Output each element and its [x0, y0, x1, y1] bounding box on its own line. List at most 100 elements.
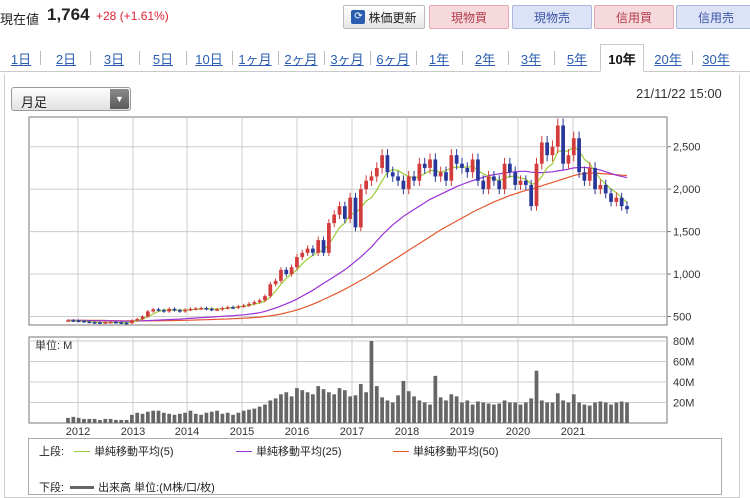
candle-body [561, 125, 565, 164]
volume-bar [161, 412, 166, 423]
candle-body [188, 308, 193, 311]
cash-sell-button[interactable]: 現物売 [512, 5, 592, 29]
tab-20y[interactable]: 20年 [654, 51, 682, 67]
volume-bar [263, 404, 267, 423]
candle-body [577, 138, 581, 173]
candle-body [257, 300, 262, 303]
volume-bar [582, 404, 587, 423]
tab-5y[interactable]: 5年 [566, 51, 588, 67]
volume-unit-label: 単位: M [35, 338, 72, 352]
candle [518, 175, 523, 191]
volume-tick-label: 60M [673, 357, 694, 369]
candle [172, 307, 177, 312]
candle-body [508, 163, 512, 173]
tab-3y[interactable]: 3年 [520, 51, 542, 67]
candle-body [481, 180, 486, 190]
tab-3m[interactable]: 3ヶ月 [330, 51, 364, 67]
candle [396, 170, 400, 187]
candle-body [401, 180, 406, 190]
volume-bar [215, 410, 219, 423]
x-tick-label: 2015 [230, 426, 254, 438]
candle [380, 149, 384, 174]
refresh-price-label: 株価更新 [368, 10, 417, 25]
volume-bar [380, 397, 384, 423]
volume-bar [502, 400, 507, 423]
candle-body [103, 322, 108, 324]
volume-bar [300, 390, 305, 423]
volume-bar [177, 413, 182, 423]
tab-2y[interactable]: 2年 [474, 51, 496, 67]
price-panel-frame [28, 116, 668, 326]
candle-body [236, 306, 241, 308]
volume-bar [396, 395, 400, 423]
candle-body [295, 257, 299, 268]
candle [619, 192, 624, 211]
candle [71, 319, 76, 322]
volume-bar [220, 413, 225, 423]
volume-bar [140, 413, 145, 423]
volume-bar [481, 402, 486, 423]
candle-body [396, 176, 400, 181]
tab-1m[interactable]: 1ヶ月 [238, 51, 272, 67]
period-select[interactable]: 月足 ▼ [11, 87, 131, 111]
margin-sell-button[interactable]: 信用売 [676, 5, 750, 29]
candle-body [215, 309, 219, 311]
volume-bar [460, 402, 464, 423]
volume-bar [348, 396, 353, 423]
volume-bar [103, 418, 108, 423]
candle-body [284, 269, 289, 275]
candle-body [539, 142, 544, 164]
margin-buy-button[interactable]: 信用買 [594, 5, 674, 29]
volume-bar [614, 402, 619, 423]
volume-bar [71, 416, 76, 423]
price-header: 現在値 1,764 +28 (+1.61%) ⟳ 株価更新 現物買 現物売 信用… [0, 0, 750, 32]
volume-bar [124, 419, 129, 423]
tab-3d[interactable]: 3日 [103, 51, 125, 67]
volume-bar [257, 406, 262, 423]
candle [417, 157, 422, 187]
x-tick-label: 2020 [506, 426, 530, 438]
tab-2m[interactable]: 2ヶ月 [284, 51, 318, 67]
refresh-price-button[interactable]: ⟳ 株価更新 [343, 5, 425, 29]
candle [321, 236, 326, 257]
tab-30y[interactable]: 30年 [702, 51, 730, 67]
candle [497, 175, 502, 195]
volume-bar [513, 402, 518, 423]
candle-body [625, 206, 629, 210]
candle [300, 249, 305, 261]
tab-10d[interactable]: 10日 [195, 51, 223, 67]
tab-6m[interactable]: 6ヶ月 [376, 51, 410, 67]
tab-2d[interactable]: 2日 [55, 51, 77, 67]
candle-body [470, 159, 475, 173]
x-tick-label: 2016 [285, 426, 309, 438]
candle [204, 306, 209, 311]
candle [193, 306, 198, 311]
cash-buy-button[interactable]: 現物買 [429, 5, 509, 29]
candle [609, 188, 613, 207]
legend-lower-label: 下段: [39, 482, 65, 494]
volume-bar [252, 408, 257, 423]
tab-1d[interactable]: 1日 [10, 51, 32, 67]
volume-bar [284, 392, 289, 423]
x-tick-label: 2019 [450, 426, 474, 438]
candle [571, 131, 576, 162]
candle [295, 254, 299, 271]
volume-bar [225, 412, 230, 423]
volume-bar [289, 396, 294, 423]
candle-body [92, 322, 97, 324]
candle-body [358, 189, 363, 228]
candle [108, 320, 113, 324]
tab-1y[interactable]: 1年 [428, 51, 450, 67]
candle-body [151, 309, 156, 312]
candle [603, 179, 608, 199]
tab-5d[interactable]: 5日 [152, 51, 174, 67]
candle-body [145, 311, 150, 317]
volume-bar [619, 401, 624, 423]
candle-body [422, 163, 427, 168]
candle [199, 306, 203, 310]
candle [268, 282, 273, 299]
candle-body [66, 320, 70, 322]
tab-10y[interactable]: 10年 [600, 44, 644, 72]
volume-bar [268, 400, 273, 423]
x-tick-label: 2021 [561, 426, 585, 438]
